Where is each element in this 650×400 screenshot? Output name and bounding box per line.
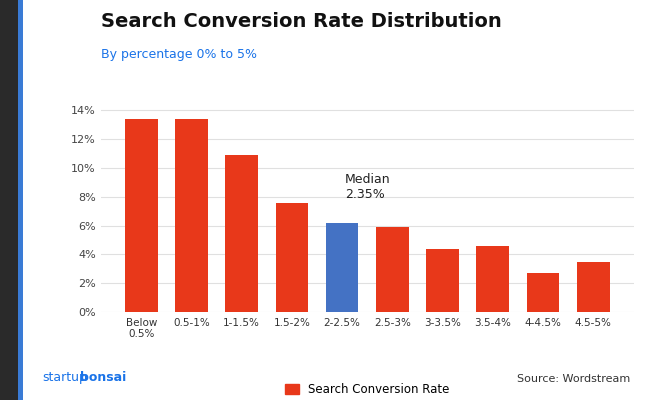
Bar [176,119,208,312]
Text: startup: startup [42,371,87,384]
Bar [125,119,157,312]
Bar [577,262,610,312]
Bar [426,249,459,312]
Bar [226,155,258,312]
Text: bonsai: bonsai [80,371,126,384]
Bar [276,202,308,312]
Text: Source: Wordstream: Source: Wordstream [517,374,630,384]
Bar [376,227,409,312]
Legend: Search Conversion Rate: Search Conversion Rate [280,378,454,400]
Text: Median
2.35%: Median 2.35% [344,173,390,201]
Bar [326,223,358,312]
Bar [476,246,509,312]
Bar [526,273,559,312]
Text: By percentage 0% to 5%: By percentage 0% to 5% [101,48,257,61]
Text: Search Conversion Rate Distribution: Search Conversion Rate Distribution [101,12,502,31]
